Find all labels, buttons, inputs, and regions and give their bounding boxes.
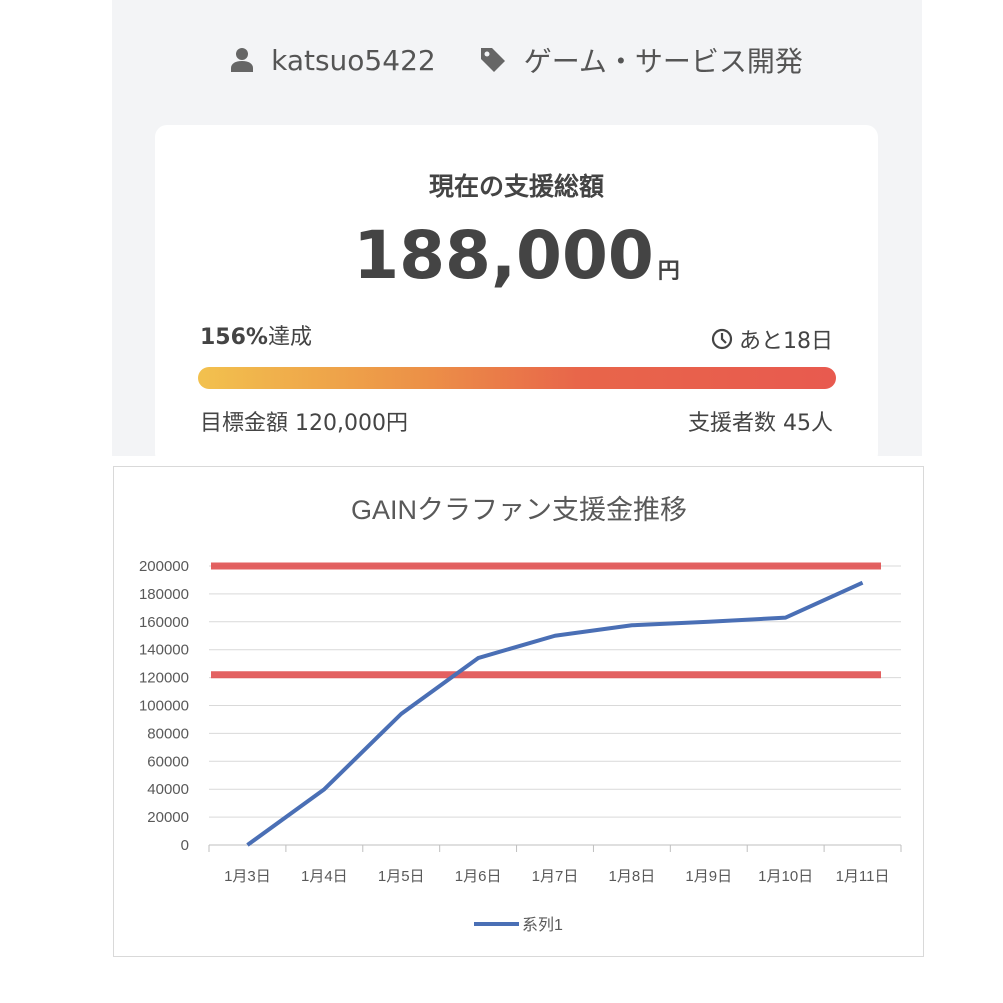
- legend-label: 系列1: [522, 916, 563, 934]
- category[interactable]: ゲーム・サービス開発: [480, 40, 803, 80]
- author[interactable]: katsuo5422: [231, 44, 436, 77]
- x-tick-label: 1月4日: [301, 868, 348, 885]
- achievement-percent: 156%: [200, 325, 268, 350]
- funding-card: 現在の支援総額 188,000 円 156%達成 あと18日 目標金額 120,0…: [155, 125, 878, 465]
- x-tick-label: 1月9日: [685, 868, 732, 885]
- y-tick-label: 20000: [147, 809, 189, 826]
- tag-icon: [480, 48, 505, 72]
- currency: 円: [657, 259, 680, 284]
- progress-bar: [198, 367, 836, 389]
- y-tick-label: 40000: [147, 781, 189, 798]
- amount-value: 188,000: [353, 217, 654, 294]
- y-tick-label: 100000: [139, 698, 189, 715]
- x-tick-label: 1月10日: [758, 868, 813, 885]
- x-tick-label: 1月11日: [836, 868, 890, 885]
- x-tick-label: 1月5日: [378, 868, 425, 885]
- achievement-rate: 156%達成: [200, 319, 312, 351]
- days-remaining: あと18日: [711, 323, 833, 355]
- goal-amount: 目標金額 120,000円: [200, 411, 408, 436]
- remaining-text: あと18日: [739, 329, 833, 354]
- total-amount: 188,000 円: [155, 217, 878, 294]
- y-tick-label: 80000: [147, 725, 189, 742]
- y-tick-label: 200000: [139, 558, 189, 575]
- achievement-suffix: 達成: [267, 325, 312, 350]
- line-chart: GAINクラファン支援金推移 1月3日 1月4日 1月5日 1月6日 1月7日 1月8日 1…: [139, 495, 902, 934]
- y-tick-label: 180000: [139, 586, 189, 603]
- y-tick-label: 0: [181, 837, 189, 854]
- y-tick-label: 120000: [139, 670, 189, 687]
- supporters-count: 支援者数 45人: [688, 411, 833, 436]
- category-name: ゲーム・サービス開発: [523, 45, 803, 78]
- x-tick-label: 1月3日: [224, 868, 271, 885]
- chart-title: GAINクラファン支援金推移: [351, 495, 687, 525]
- y-tick-label: 60000: [147, 753, 189, 770]
- card-title: 現在の支援総額: [428, 172, 604, 201]
- user-icon: [231, 48, 254, 72]
- project-meta: katsuo5422 ゲーム・サービス開発: [112, 40, 922, 80]
- x-tick-label: 1月8日: [609, 868, 656, 885]
- x-tick-label: 1月7日: [532, 868, 579, 885]
- project-summary-panel: katsuo5422 ゲーム・サービス開発 現在の支援総額 188,000 円 1…: [112, 0, 922, 465]
- author-name: katsuo5422: [271, 43, 436, 77]
- chart-container: GAINクラファン支援金推移 1月3日 1月4日 1月5日 1月6日 1月7日 1月8日 1…: [113, 466, 924, 957]
- y-tick-label: 160000: [139, 614, 189, 631]
- x-tick-label: 1月6日: [455, 868, 502, 885]
- y-tick-label: 140000: [139, 642, 189, 659]
- clock-icon: [711, 328, 733, 350]
